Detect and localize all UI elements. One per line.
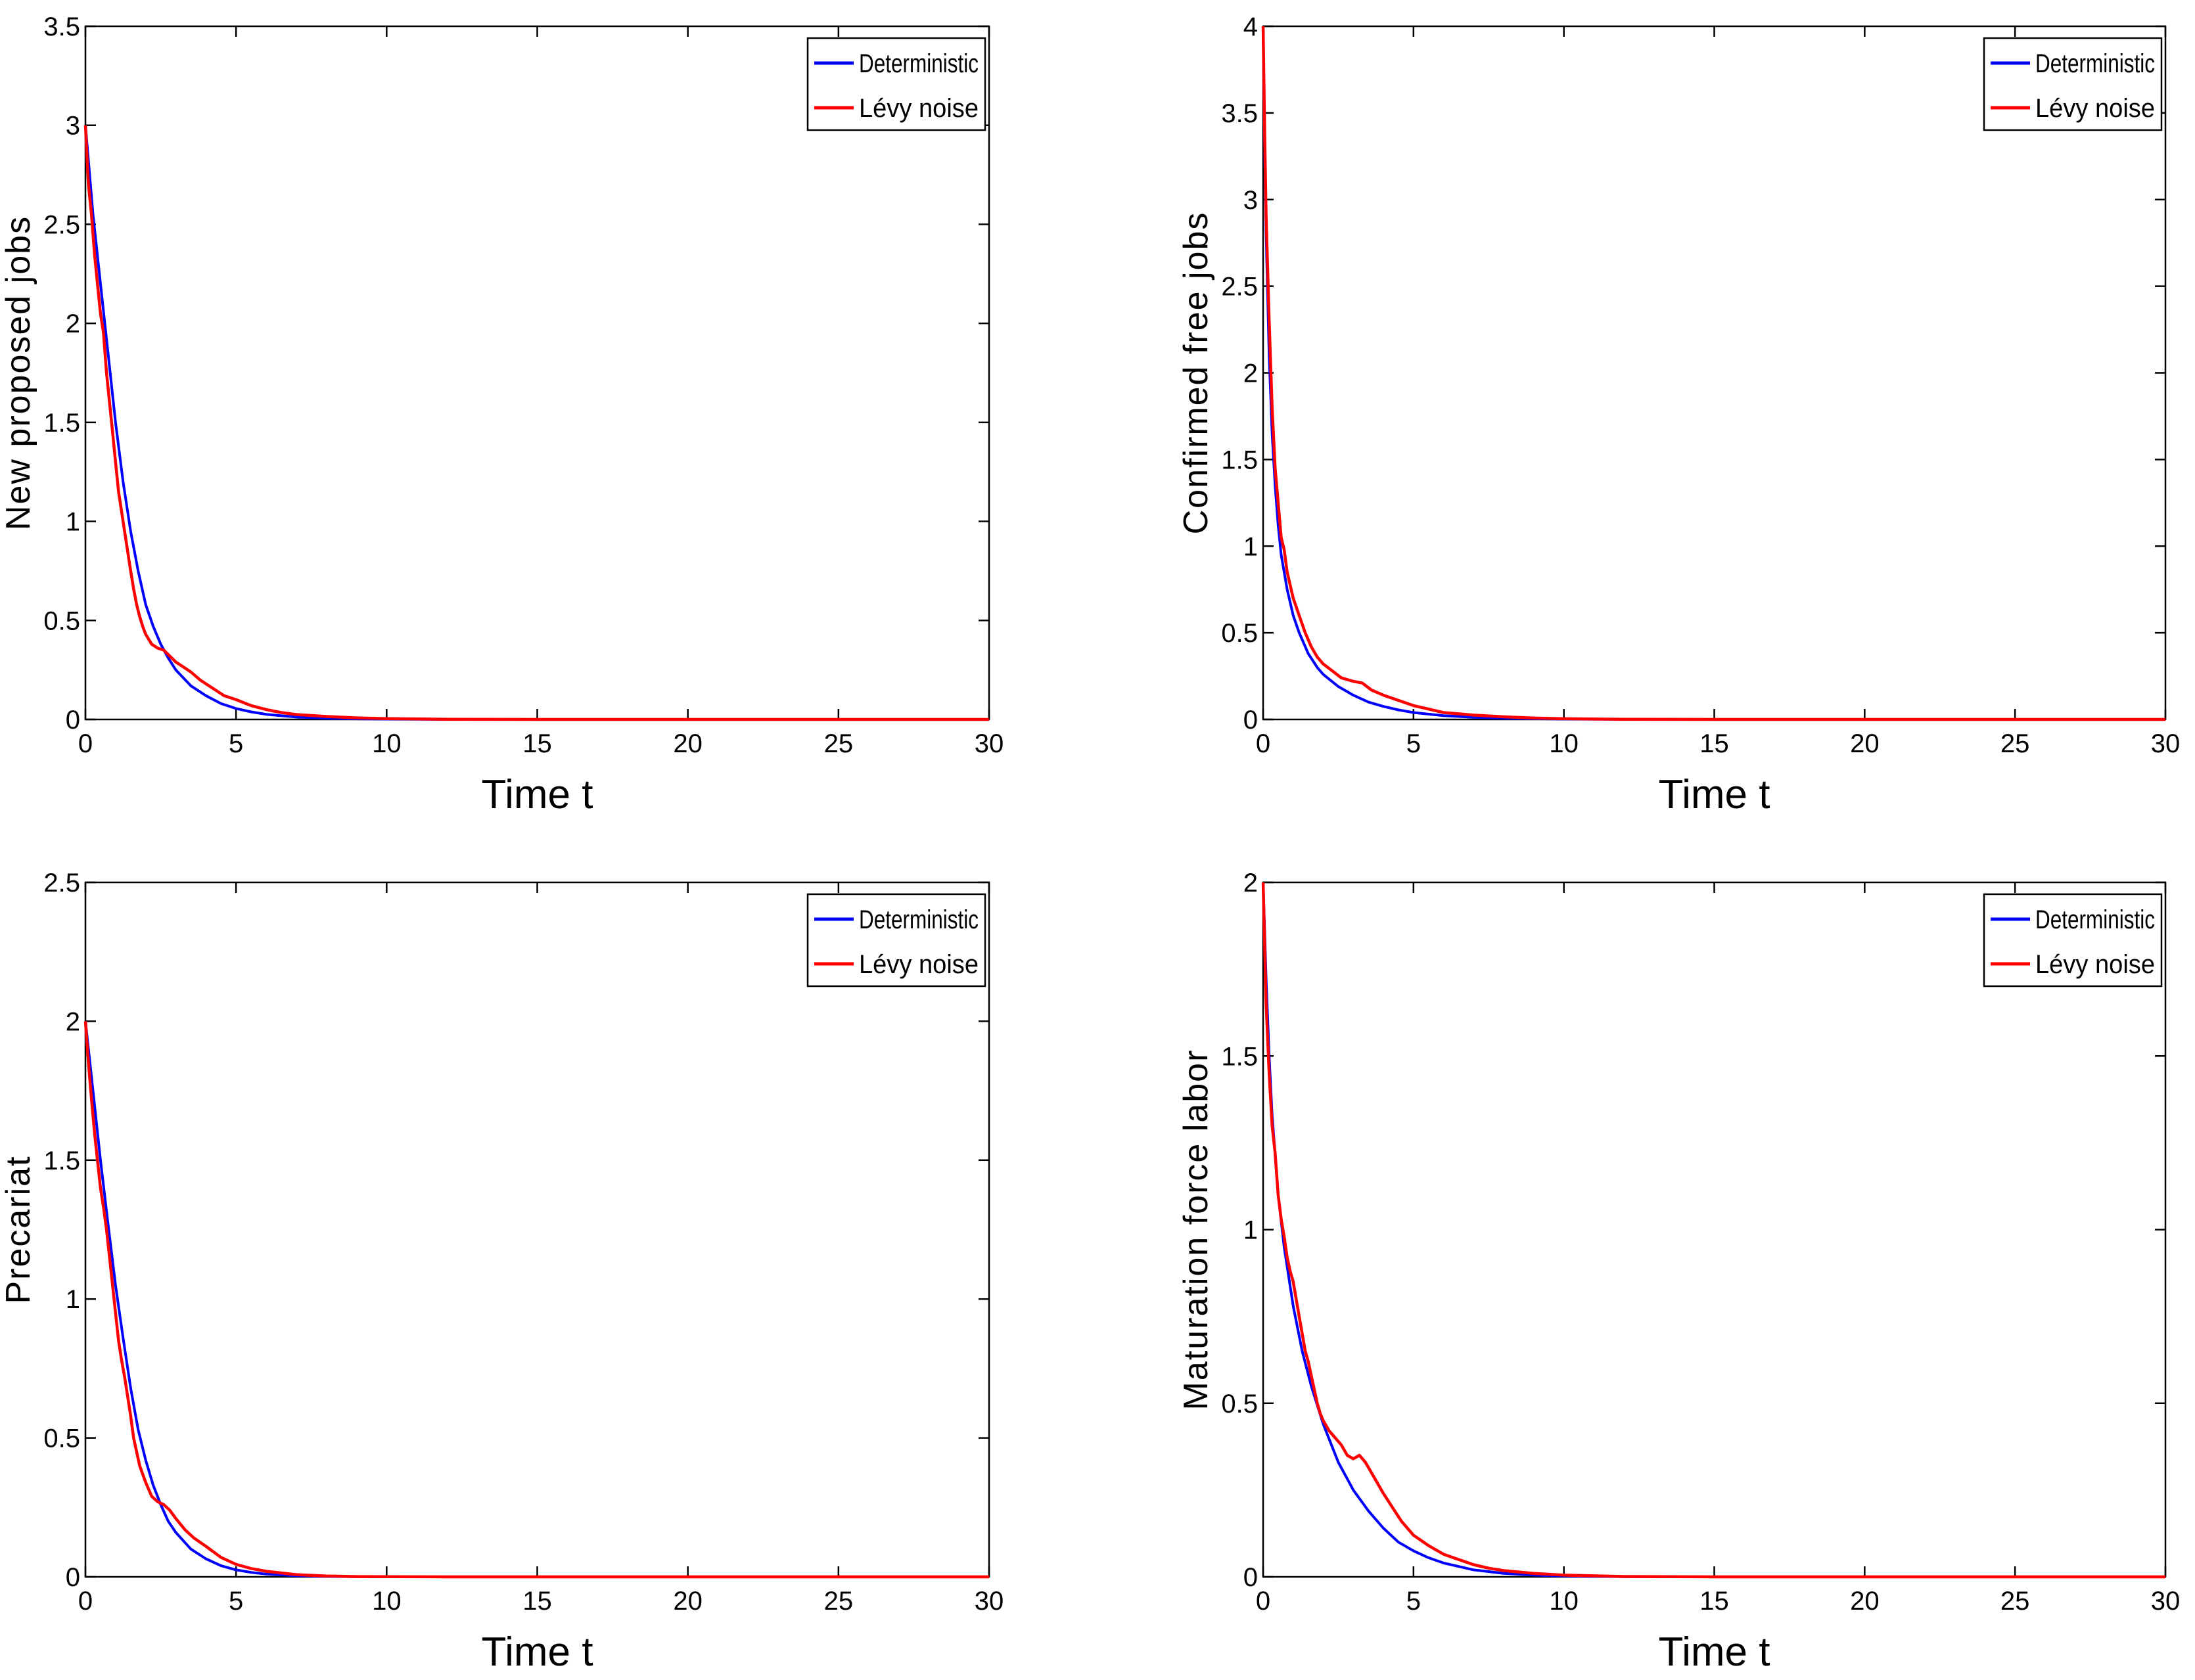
y-tick-label: 2.5 — [1221, 273, 1258, 302]
y-tick-label: 0 — [1243, 1563, 1258, 1592]
y-tick-label: 0.5 — [1221, 1390, 1258, 1419]
legend: Deterministic Lévy noise — [1983, 893, 2163, 988]
x-tick-label: 20 — [1850, 1587, 1880, 1616]
y-axis-label: Precariat — [0, 1155, 37, 1304]
y-tick-label: 1 — [1243, 532, 1258, 561]
x-tick-label: 5 — [229, 729, 243, 758]
x-tick-label: 20 — [673, 729, 703, 758]
x-tick-label: 0 — [1256, 729, 1270, 758]
x-tick-label: 10 — [1549, 1587, 1579, 1616]
y-tick-label: 3.5 — [43, 12, 80, 41]
x-axis-label: Time t — [482, 772, 593, 817]
x-axis-label: Time t — [482, 1629, 593, 1675]
x-tick-label: 10 — [1549, 729, 1579, 758]
x-tick-label: 20 — [673, 1587, 703, 1616]
y-tick-label: 0.5 — [43, 1424, 80, 1453]
series-line-levy-noise — [1261, 26, 2165, 721]
x-tick-label: 25 — [824, 729, 854, 758]
series-line-levy-noise — [1261, 882, 2165, 1579]
y-tick-label: 2.5 — [43, 869, 80, 897]
y-tick-label: 2 — [1243, 359, 1258, 388]
x-tick-label: 0 — [78, 729, 93, 758]
x-tick-label: 0 — [1256, 1587, 1270, 1616]
legend-entry-label: Deterministic — [859, 49, 979, 78]
legend: Deterministic Lévy noise — [806, 37, 986, 131]
legend-box — [1983, 37, 2163, 131]
y-tick-label: 2 — [66, 309, 80, 338]
legend-entry-label: Deterministic — [2035, 49, 2155, 78]
y-tick-label: 0 — [66, 706, 80, 735]
legend-entry-label: Deterministic — [859, 905, 979, 934]
y-tick-label: 1.5 — [43, 409, 80, 438]
y-tick-label: 3.5 — [1221, 99, 1258, 128]
legend-box — [806, 893, 986, 988]
x-tick-label: 20 — [1850, 729, 1880, 758]
chart-panel-new-proposed-jobs: 0 5 10 15 20 25 30 0 0.5 1 1.5 2 2.5 3 3.5 Time t New pr… — [0, 12, 1004, 817]
y-tick-label: 2 — [1243, 869, 1258, 897]
x-tick-label: 15 — [522, 729, 552, 758]
x-tick-label: 5 — [1406, 729, 1421, 758]
y-tick-label: 1.5 — [1221, 1042, 1258, 1071]
legend-box — [806, 37, 986, 131]
x-tick-label: 5 — [1406, 1587, 1421, 1616]
legend: Deterministic Lévy noise — [1983, 37, 2163, 131]
x-tick-label: 25 — [2000, 729, 2030, 758]
legend-entry-label: Lévy noise — [2035, 94, 2155, 123]
legend-box — [1983, 893, 2163, 988]
y-axis-label: Maturation force labor — [1177, 1049, 1215, 1411]
y-tick-label: 2.5 — [43, 210, 80, 239]
chart-panel-maturation-force-labor: 0 5 10 15 20 25 30 0 0.5 1 1.5 2 Time t Maturation fo… — [1177, 869, 2180, 1675]
y-axis-label: Confirmed free jobs — [1177, 212, 1215, 535]
chart-panel-precariat: 0 5 10 15 20 25 30 0 0.5 1 1.5 2 2.5 Time t Precariat D… — [0, 869, 1004, 1675]
y-tick-label: 1 — [1243, 1216, 1258, 1245]
x-tick-label: 15 — [522, 1587, 552, 1616]
y-tick-label: 0 — [66, 1563, 80, 1592]
legend-entry-label: Deterministic — [2035, 905, 2155, 934]
y-axis-label: New proposed jobs — [0, 216, 37, 530]
y-tick-label: 0.5 — [1221, 619, 1258, 648]
series-line-levy-noise — [83, 1021, 989, 1579]
chart-panel-confirmed-free-jobs: 0 5 10 15 20 25 30 0 0.5 1 1.5 2 2.5 3 3.5 4 Time t Confi… — [1177, 12, 2180, 817]
y-tick-label: 3 — [66, 112, 80, 141]
x-tick-label: 15 — [1699, 729, 1729, 758]
legend: Deterministic Lévy noise — [806, 893, 986, 988]
y-tick-label: 1 — [66, 508, 80, 537]
x-axis-label: Time t — [1659, 1629, 1770, 1675]
legend-entry-label: Lévy noise — [859, 950, 979, 979]
x-axis-label: Time t — [1659, 772, 1770, 817]
x-tick-label: 10 — [372, 1587, 402, 1616]
x-tick-label: 25 — [824, 1587, 854, 1616]
series-line-deterministic — [84, 125, 989, 721]
y-tick-label: 2 — [66, 1007, 80, 1036]
series-line-levy-noise — [83, 125, 989, 721]
y-tick-label: 4 — [1243, 12, 1258, 41]
y-tick-label: 1 — [66, 1285, 80, 1314]
legend-entry-label: Lévy noise — [2035, 950, 2155, 979]
x-tick-label: 15 — [1699, 1587, 1729, 1616]
y-tick-label: 1.5 — [1221, 445, 1258, 474]
x-tick-label: 30 — [975, 1587, 1004, 1616]
y-tick-label: 3 — [1243, 186, 1258, 215]
series-line-deterministic — [84, 1021, 989, 1578]
x-tick-label: 30 — [2151, 729, 2181, 758]
y-tick-label: 0 — [1243, 706, 1258, 735]
x-tick-label: 10 — [372, 729, 402, 758]
legend-entry-label: Lévy noise — [859, 94, 979, 123]
y-tick-label: 1.5 — [43, 1146, 80, 1175]
x-tick-label: 5 — [229, 1587, 243, 1616]
y-tick-label: 0.5 — [43, 606, 80, 635]
x-tick-label: 0 — [78, 1587, 93, 1616]
x-tick-label: 30 — [2151, 1587, 2181, 1616]
x-tick-label: 30 — [975, 729, 1004, 758]
x-tick-label: 25 — [2000, 1587, 2030, 1616]
